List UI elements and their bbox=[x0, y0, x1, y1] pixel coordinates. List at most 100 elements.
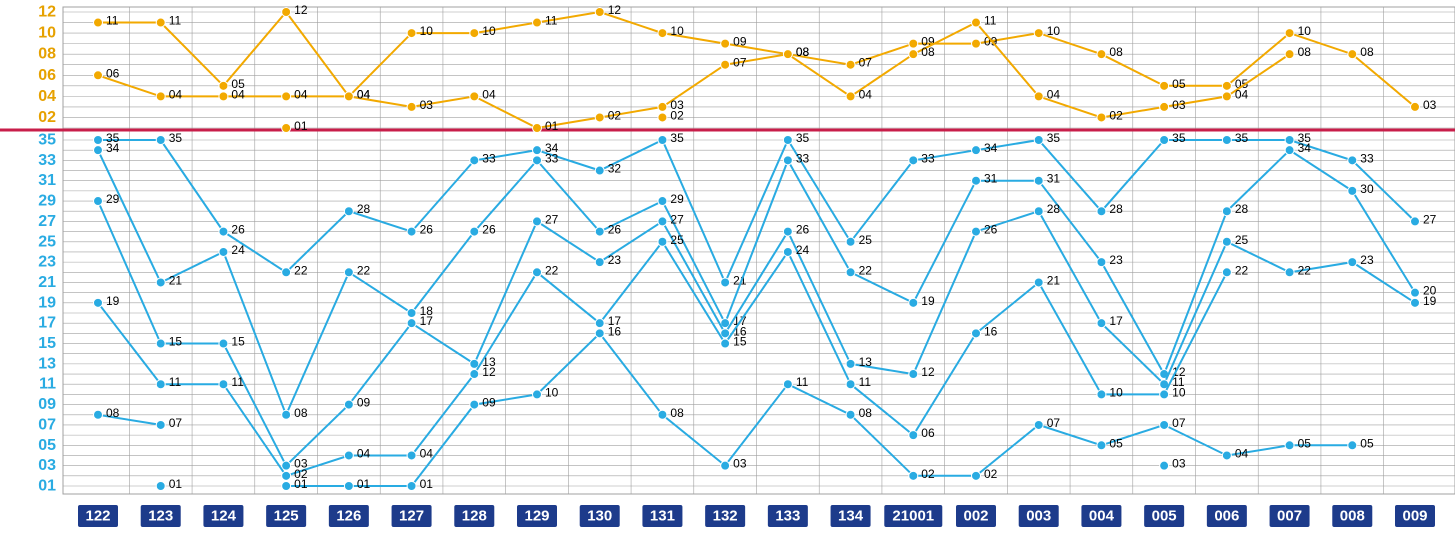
orange-series-point: 07 bbox=[721, 56, 747, 70]
blue-series-point-label: 08 bbox=[670, 406, 684, 420]
blue-series-point: 26 bbox=[470, 223, 496, 237]
blue-series-point-label: 09 bbox=[482, 396, 496, 410]
blue-series-point: 21 bbox=[1034, 273, 1060, 287]
blue-series-point: 01 bbox=[156, 477, 182, 491]
orange-series-point-label: 12 bbox=[294, 3, 308, 17]
blue-y-tick: 31 bbox=[38, 172, 56, 189]
orange-series-point: 04 bbox=[344, 87, 370, 101]
blue-series-point: 02 bbox=[909, 467, 935, 481]
x-badge: 125 bbox=[266, 505, 306, 527]
blue-series-point-label: 23 bbox=[1109, 253, 1123, 267]
blue-series-point-label: 07 bbox=[1047, 416, 1061, 430]
blue-series-point-label: 22 bbox=[357, 263, 371, 277]
blue-series-point: 26 bbox=[972, 223, 998, 237]
blue-series-point-label: 33 bbox=[796, 151, 810, 165]
svg-text:133: 133 bbox=[775, 508, 800, 525]
blue-series-point-label: 22 bbox=[859, 263, 873, 277]
x-badge: 127 bbox=[392, 505, 432, 527]
orange-series-point-label: 04 bbox=[294, 87, 308, 101]
blue-series-point-label: 26 bbox=[231, 223, 245, 237]
blue-series-point-label: 27 bbox=[1423, 212, 1437, 226]
blue-series-point-label: 06 bbox=[921, 426, 935, 440]
blue-series-point: 30 bbox=[1348, 182, 1374, 196]
orange-y-tick: 10 bbox=[38, 25, 56, 42]
blue-series-point: 22 bbox=[1285, 263, 1311, 277]
blue-series-point-label: 26 bbox=[796, 223, 810, 237]
blue-series-point-label: 35 bbox=[1235, 131, 1249, 145]
blue-series-point: 33 bbox=[783, 151, 809, 165]
svg-text:134: 134 bbox=[838, 508, 864, 525]
orange-series-point-label: 03 bbox=[1172, 98, 1186, 112]
blue-series-point-label: 19 bbox=[921, 294, 935, 308]
blue-series-point: 27 bbox=[533, 212, 559, 226]
orange-series-point: 10 bbox=[1285, 24, 1311, 38]
orange-series-point-label: 08 bbox=[1360, 45, 1374, 59]
orange-series-point: 05 bbox=[1160, 77, 1186, 91]
blue-series-point: 03 bbox=[1160, 457, 1186, 471]
blue-series-point-label: 10 bbox=[1109, 385, 1123, 399]
blue-series-point-label: 25 bbox=[859, 233, 873, 247]
svg-text:007: 007 bbox=[1277, 508, 1302, 525]
orange-series-point-label: 07 bbox=[733, 56, 747, 70]
blue-series-point: 25 bbox=[1222, 233, 1248, 247]
x-axis-badges: 1221231241251261271281291301311321331342… bbox=[78, 505, 1435, 527]
x-badge: 006 bbox=[1207, 505, 1247, 527]
blue-series-point: 21 bbox=[156, 273, 182, 287]
blue-series-point-label: 24 bbox=[796, 243, 810, 257]
orange-series-point-label: 12 bbox=[608, 3, 622, 17]
blue-series-point-label: 01 bbox=[420, 477, 434, 491]
orange-y-tick: 06 bbox=[38, 67, 56, 84]
blue-series-point-label: 16 bbox=[984, 324, 998, 338]
orange-series-point-label: 07 bbox=[859, 56, 873, 70]
orange-series-point-label: 10 bbox=[1047, 24, 1061, 38]
blue-series-point: 31 bbox=[972, 172, 998, 186]
blue-series-point-label: 33 bbox=[921, 151, 935, 165]
x-badge: 130 bbox=[580, 505, 620, 527]
blue-series-point: 28 bbox=[1034, 202, 1060, 216]
blue-series-point-label: 12 bbox=[921, 365, 935, 379]
orange-series-point: 03 bbox=[407, 98, 433, 112]
orange-series-point: 04 bbox=[846, 87, 872, 101]
orange-series-point: 10 bbox=[407, 24, 433, 38]
orange-series-point-label: 04 bbox=[1235, 87, 1249, 101]
blue-series-point: 35 bbox=[658, 131, 684, 145]
blue-series-point-label: 04 bbox=[1235, 446, 1249, 460]
orange-series-point-label: 08 bbox=[1109, 45, 1123, 59]
svg-text:132: 132 bbox=[713, 508, 738, 525]
orange-series-point-label: 04 bbox=[859, 87, 873, 101]
blue-y-tick: 35 bbox=[38, 132, 56, 149]
blue-series-point-label: 15 bbox=[169, 335, 183, 349]
blue-series-point-label: 31 bbox=[1047, 172, 1061, 186]
orange-series-point: 10 bbox=[658, 24, 684, 38]
blue-series-point: 26 bbox=[219, 223, 245, 237]
blue-series-point-label: 02 bbox=[984, 467, 998, 481]
x-badge: 008 bbox=[1332, 505, 1372, 527]
blue-y-tick: 09 bbox=[38, 396, 56, 413]
orange-series-point: 11 bbox=[972, 14, 997, 28]
blue-series-point-label: 35 bbox=[1047, 131, 1061, 145]
blue-series-point-label: 25 bbox=[1235, 233, 1249, 247]
blue-series-point: 02 bbox=[972, 467, 998, 481]
orange-series-point-label: 04 bbox=[482, 87, 496, 101]
blue-series-point-label: 13 bbox=[859, 355, 873, 369]
blue-series-point-label: 23 bbox=[608, 253, 622, 267]
blue-series-point: 33 bbox=[470, 151, 496, 165]
blue-series-point: 04 bbox=[1222, 446, 1248, 460]
blue-series-point: 17 bbox=[1097, 314, 1123, 328]
blue-series-point-label: 08 bbox=[859, 406, 873, 420]
blue-series-point: 28 bbox=[1222, 202, 1248, 216]
blue-series-point-label: 08 bbox=[106, 406, 120, 420]
orange-series-point-label: 08 bbox=[921, 45, 935, 59]
blue-series-point: 05 bbox=[1285, 436, 1311, 450]
blue-series-point-label: 21 bbox=[169, 273, 183, 287]
blue-series-point-label: 28 bbox=[1047, 202, 1061, 216]
orange-series-point: 12 bbox=[282, 3, 308, 17]
blue-series-point: 28 bbox=[344, 202, 370, 216]
svg-text:128: 128 bbox=[462, 508, 487, 525]
orange-series-point-label: 06 bbox=[106, 66, 120, 80]
blue-series-point-label: 19 bbox=[106, 294, 120, 308]
blue-series-point: 10 bbox=[533, 385, 559, 399]
orange-series-point: 10 bbox=[470, 24, 496, 38]
x-badge: 132 bbox=[705, 505, 745, 527]
orange-series-point-label: 02 bbox=[608, 108, 622, 122]
